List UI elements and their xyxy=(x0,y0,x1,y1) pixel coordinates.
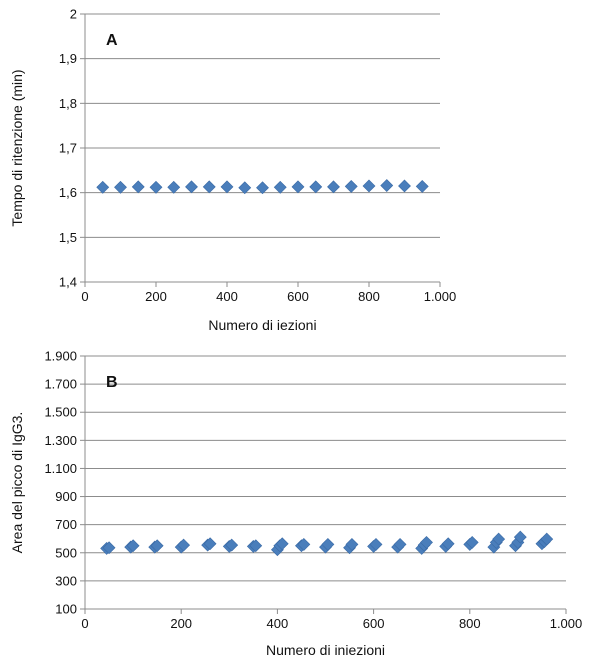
data-point xyxy=(398,179,411,193)
data-point xyxy=(167,180,181,194)
x-axis-label: Numero di iniezioni xyxy=(266,642,385,658)
x-tick-label: 400 xyxy=(267,616,289,631)
data-point xyxy=(380,179,394,192)
data-point xyxy=(275,537,289,551)
x-tick-label: 1.000 xyxy=(550,616,583,631)
data-point xyxy=(492,532,506,546)
y-tick-label: 1.500 xyxy=(44,405,77,420)
data-point xyxy=(345,537,359,551)
data-point xyxy=(273,180,287,194)
data-point xyxy=(393,537,407,551)
data-point xyxy=(126,539,140,553)
data-point xyxy=(465,535,479,549)
data-point xyxy=(202,180,216,194)
y-tick-label: 1.300 xyxy=(44,433,77,448)
data-point xyxy=(513,530,527,544)
panel-label: A xyxy=(106,32,118,49)
y-tick-label: 1,6 xyxy=(59,185,77,200)
data-point xyxy=(321,537,335,551)
x-tick-label: 600 xyxy=(287,289,309,304)
data-point xyxy=(256,181,269,195)
data-point xyxy=(291,180,305,194)
data-point xyxy=(249,539,263,553)
x-tick-label: 0 xyxy=(81,616,88,631)
panel-label: B xyxy=(106,374,118,391)
x-tick-label: 200 xyxy=(145,289,167,304)
data-point xyxy=(102,541,116,555)
x-tick-label: 800 xyxy=(358,289,380,304)
y-tick-label: 300 xyxy=(55,573,77,588)
y-axis-label: Tempo di ritenzione (min) xyxy=(9,69,25,226)
x-tick-label: 400 xyxy=(216,289,238,304)
data-point xyxy=(177,538,191,552)
x-tick-label: 800 xyxy=(459,616,481,631)
data-point xyxy=(415,179,429,193)
y-tick-label: 1.900 xyxy=(44,349,77,364)
data-point xyxy=(96,180,110,194)
y-tick-label: 1.100 xyxy=(44,461,77,476)
data-point xyxy=(149,180,163,194)
y-tick-label: 1,7 xyxy=(59,141,77,156)
panel-b: 100 300 500 700 900 1.100 1.300 1.500 1.700 1.900… xyxy=(9,349,582,659)
data-point xyxy=(297,537,311,551)
panel-a: 1,4 1,5 1,6 1,7 1,8 1,9 2 0 200 400 600 800 1.000 Num… xyxy=(9,7,456,334)
data-point xyxy=(150,539,164,553)
data-point xyxy=(420,535,433,549)
data-point xyxy=(238,181,252,195)
x-tick-label: 600 xyxy=(363,616,385,631)
data-point xyxy=(369,537,383,551)
data-point xyxy=(225,538,239,552)
data-point xyxy=(362,179,376,193)
data-point xyxy=(220,180,234,194)
data-point xyxy=(309,180,323,194)
data-point xyxy=(441,537,455,551)
y-tick-label: 1,5 xyxy=(59,230,77,245)
data-point xyxy=(344,179,358,193)
data-point xyxy=(203,537,217,551)
y-tick-label: 2 xyxy=(70,7,77,22)
y-tick-label: 1,8 xyxy=(59,96,77,111)
x-tick-label: 1.000 xyxy=(424,289,457,304)
data-point xyxy=(131,180,145,194)
data-point xyxy=(540,532,554,546)
y-tick-label: 1,4 xyxy=(59,275,77,290)
x-tick-label: 200 xyxy=(170,616,192,631)
y-tick-label: 100 xyxy=(55,602,77,617)
y-tick-label: 1.700 xyxy=(44,377,77,392)
x-tick-label: 0 xyxy=(81,289,88,304)
data-point xyxy=(185,180,198,194)
y-tick-label: 500 xyxy=(55,545,77,560)
x-axis-label: Numero di iezioni xyxy=(208,317,316,333)
y-axis-label: Area del picco di IgG3. xyxy=(9,412,25,554)
data-point xyxy=(114,180,127,194)
y-tick-label: 700 xyxy=(55,517,77,532)
y-tick-label: 900 xyxy=(55,489,77,504)
data-point xyxy=(327,180,340,194)
y-tick-label: 1,9 xyxy=(59,51,77,66)
